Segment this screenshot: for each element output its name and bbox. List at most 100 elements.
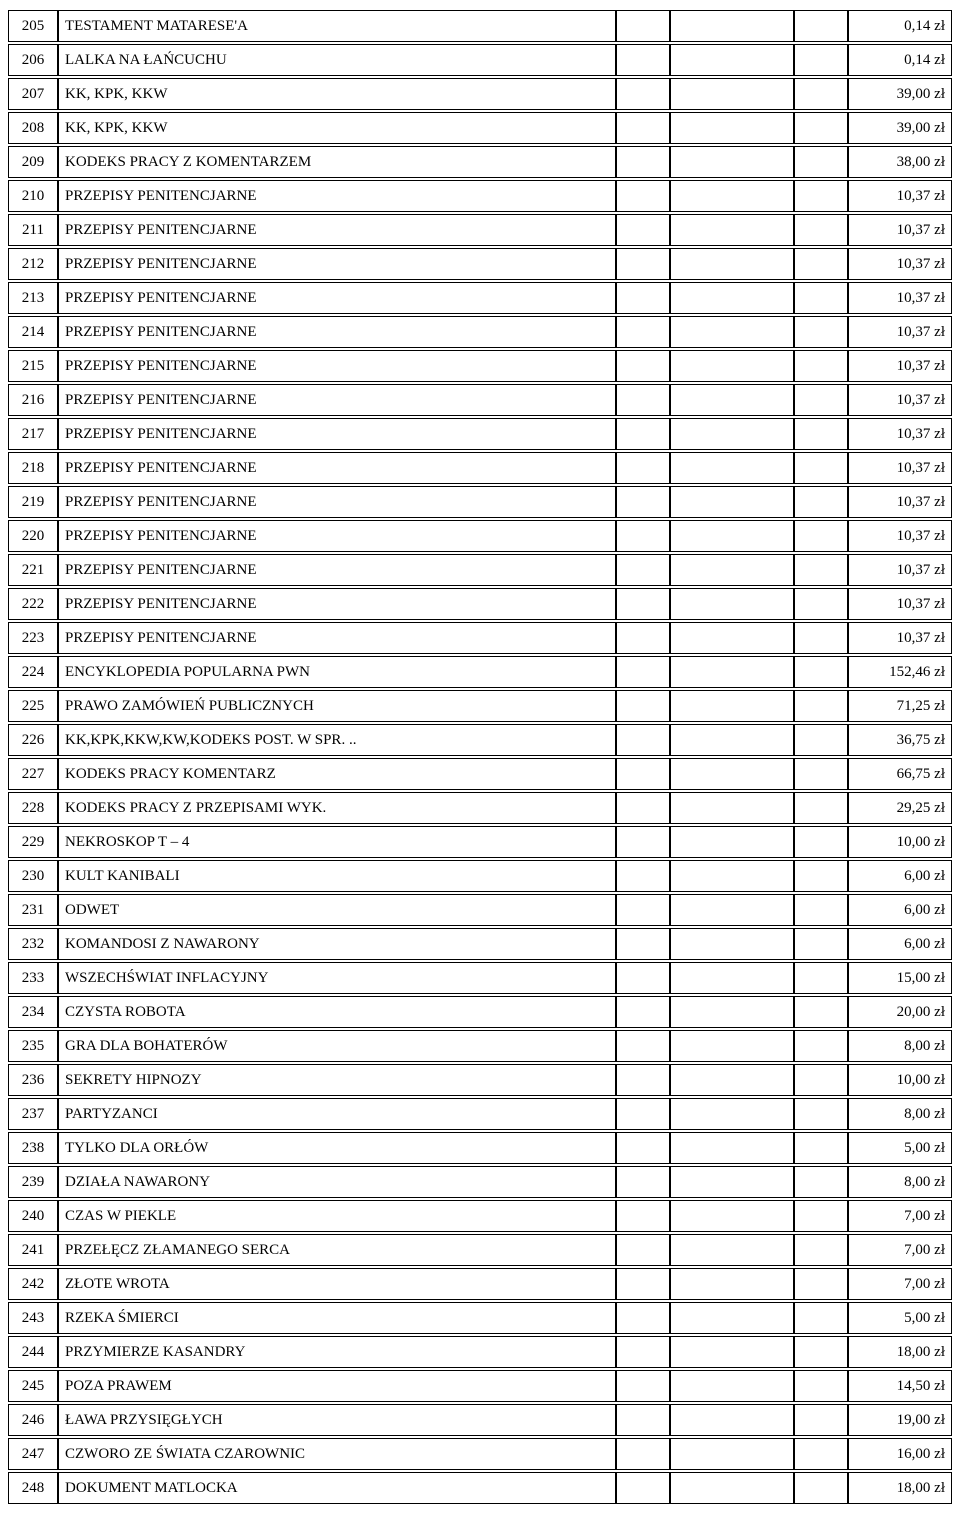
row-empty-cell (794, 1200, 848, 1232)
row-price: 10,37 zł (848, 520, 952, 552)
row-empty-cell (616, 248, 670, 280)
table-row: 240CZAS W PIEKLE7,00 zł (8, 1200, 952, 1232)
row-title: PRZEPISY PENITENCJARNE (58, 588, 616, 620)
row-number: 217 (8, 418, 58, 450)
table-row: 219PRZEPISY PENITENCJARNE10,37 zł (8, 486, 952, 518)
row-price: 10,37 zł (848, 588, 952, 620)
row-price: 39,00 zł (848, 78, 952, 110)
row-number: 212 (8, 248, 58, 280)
row-empty-cell (794, 928, 848, 960)
row-number: 223 (8, 622, 58, 654)
row-empty-cell (794, 350, 848, 382)
row-empty-cell (670, 418, 794, 450)
row-empty-cell (670, 928, 794, 960)
row-empty-cell (616, 180, 670, 212)
row-empty-cell (670, 792, 794, 824)
row-empty-cell (670, 350, 794, 382)
row-empty-cell (794, 10, 848, 42)
row-empty-cell (616, 520, 670, 552)
row-empty-cell (794, 588, 848, 620)
row-empty-cell (616, 78, 670, 110)
row-title: POZA PRAWEM (58, 1370, 616, 1402)
row-empty-cell (794, 1302, 848, 1334)
row-empty-cell (794, 1472, 848, 1504)
table-row: 211PRZEPISY PENITENCJARNE10,37 zł (8, 214, 952, 246)
row-title: KOMANDOSI Z NAWARONY (58, 928, 616, 960)
row-empty-cell (670, 10, 794, 42)
row-price: 10,37 zł (848, 248, 952, 280)
row-title: RZEKA ŚMIERCI (58, 1302, 616, 1334)
row-empty-cell (616, 112, 670, 144)
row-number: 246 (8, 1404, 58, 1436)
row-empty-cell (794, 792, 848, 824)
row-title: CZWORO ZE ŚWIATA CZAROWNIC (58, 1438, 616, 1470)
row-empty-cell (616, 384, 670, 416)
row-price: 5,00 zł (848, 1132, 952, 1164)
row-price: 10,37 zł (848, 418, 952, 450)
row-empty-cell (616, 146, 670, 178)
row-empty-cell (794, 112, 848, 144)
row-number: 237 (8, 1098, 58, 1130)
row-empty-cell (794, 78, 848, 110)
row-number: 236 (8, 1064, 58, 1096)
table-row: 220PRZEPISY PENITENCJARNE10,37 zł (8, 520, 952, 552)
table-row: 213PRZEPISY PENITENCJARNE10,37 zł (8, 282, 952, 314)
table-row: 237PARTYZANCI8,00 zł (8, 1098, 952, 1130)
row-price: 19,00 zł (848, 1404, 952, 1436)
row-empty-cell (616, 350, 670, 382)
row-number: 205 (8, 10, 58, 42)
row-empty-cell (616, 554, 670, 586)
table-row: 226KK,KPK,KKW,KW,KODEKS POST. W SPR. ..3… (8, 724, 952, 756)
row-number: 242 (8, 1268, 58, 1300)
row-empty-cell (794, 996, 848, 1028)
table-row: 241PRZEŁĘCZ ZŁAMANEGO SERCA7,00 zł (8, 1234, 952, 1266)
row-empty-cell (794, 520, 848, 552)
row-empty-cell (794, 690, 848, 722)
row-price: 8,00 zł (848, 1166, 952, 1198)
row-title: KODEKS PRACY KOMENTARZ (58, 758, 616, 790)
table-row: 238TYLKO DLA ORŁÓW5,00 zł (8, 1132, 952, 1164)
row-title: PRZEPISY PENITENCJARNE (58, 214, 616, 246)
row-empty-cell (670, 44, 794, 76)
row-empty-cell (616, 316, 670, 348)
row-price: 71,25 zł (848, 690, 952, 722)
row-empty-cell (616, 44, 670, 76)
row-empty-cell (616, 1268, 670, 1300)
row-empty-cell (670, 826, 794, 858)
row-empty-cell (794, 1030, 848, 1062)
row-empty-cell (616, 1336, 670, 1368)
row-empty-cell (670, 78, 794, 110)
table-row: 230KULT KANIBALI6,00 zł (8, 860, 952, 892)
row-empty-cell (794, 962, 848, 994)
row-empty-cell (794, 282, 848, 314)
row-price: 152,46 zł (848, 656, 952, 688)
row-empty-cell (670, 146, 794, 178)
row-title: WSZECHŚWIAT INFLACYJNY (58, 962, 616, 994)
row-empty-cell (794, 146, 848, 178)
row-empty-cell (794, 1268, 848, 1300)
row-price: 8,00 zł (848, 1098, 952, 1130)
row-price: 14,50 zł (848, 1370, 952, 1402)
row-number: 229 (8, 826, 58, 858)
row-empty-cell (794, 1132, 848, 1164)
row-empty-cell (670, 1404, 794, 1436)
row-empty-cell (670, 1166, 794, 1198)
row-price: 0,14 zł (848, 10, 952, 42)
table-row: 246ŁAWA PRZYSIĘGŁYCH19,00 zł (8, 1404, 952, 1436)
table-row: 232KOMANDOSI Z NAWARONY6,00 zł (8, 928, 952, 960)
row-empty-cell (794, 384, 848, 416)
row-empty-cell (670, 112, 794, 144)
row-price: 10,37 zł (848, 452, 952, 484)
row-title: DZIAŁA NAWARONY (58, 1166, 616, 1198)
row-number: 235 (8, 1030, 58, 1062)
table-row: 210PRZEPISY PENITENCJARNE10,37 zł (8, 180, 952, 212)
row-empty-cell (670, 554, 794, 586)
table-row: 247CZWORO ZE ŚWIATA CZAROWNIC16,00 zł (8, 1438, 952, 1470)
row-price: 7,00 zł (848, 1234, 952, 1266)
row-empty-cell (616, 214, 670, 246)
row-empty-cell (616, 282, 670, 314)
row-title: PRZEPISY PENITENCJARNE (58, 520, 616, 552)
row-title: PRAWO ZAMÓWIEŃ PUBLICZNYCH (58, 690, 616, 722)
row-title: GRA DLA BOHATERÓW (58, 1030, 616, 1062)
row-empty-cell (616, 588, 670, 620)
